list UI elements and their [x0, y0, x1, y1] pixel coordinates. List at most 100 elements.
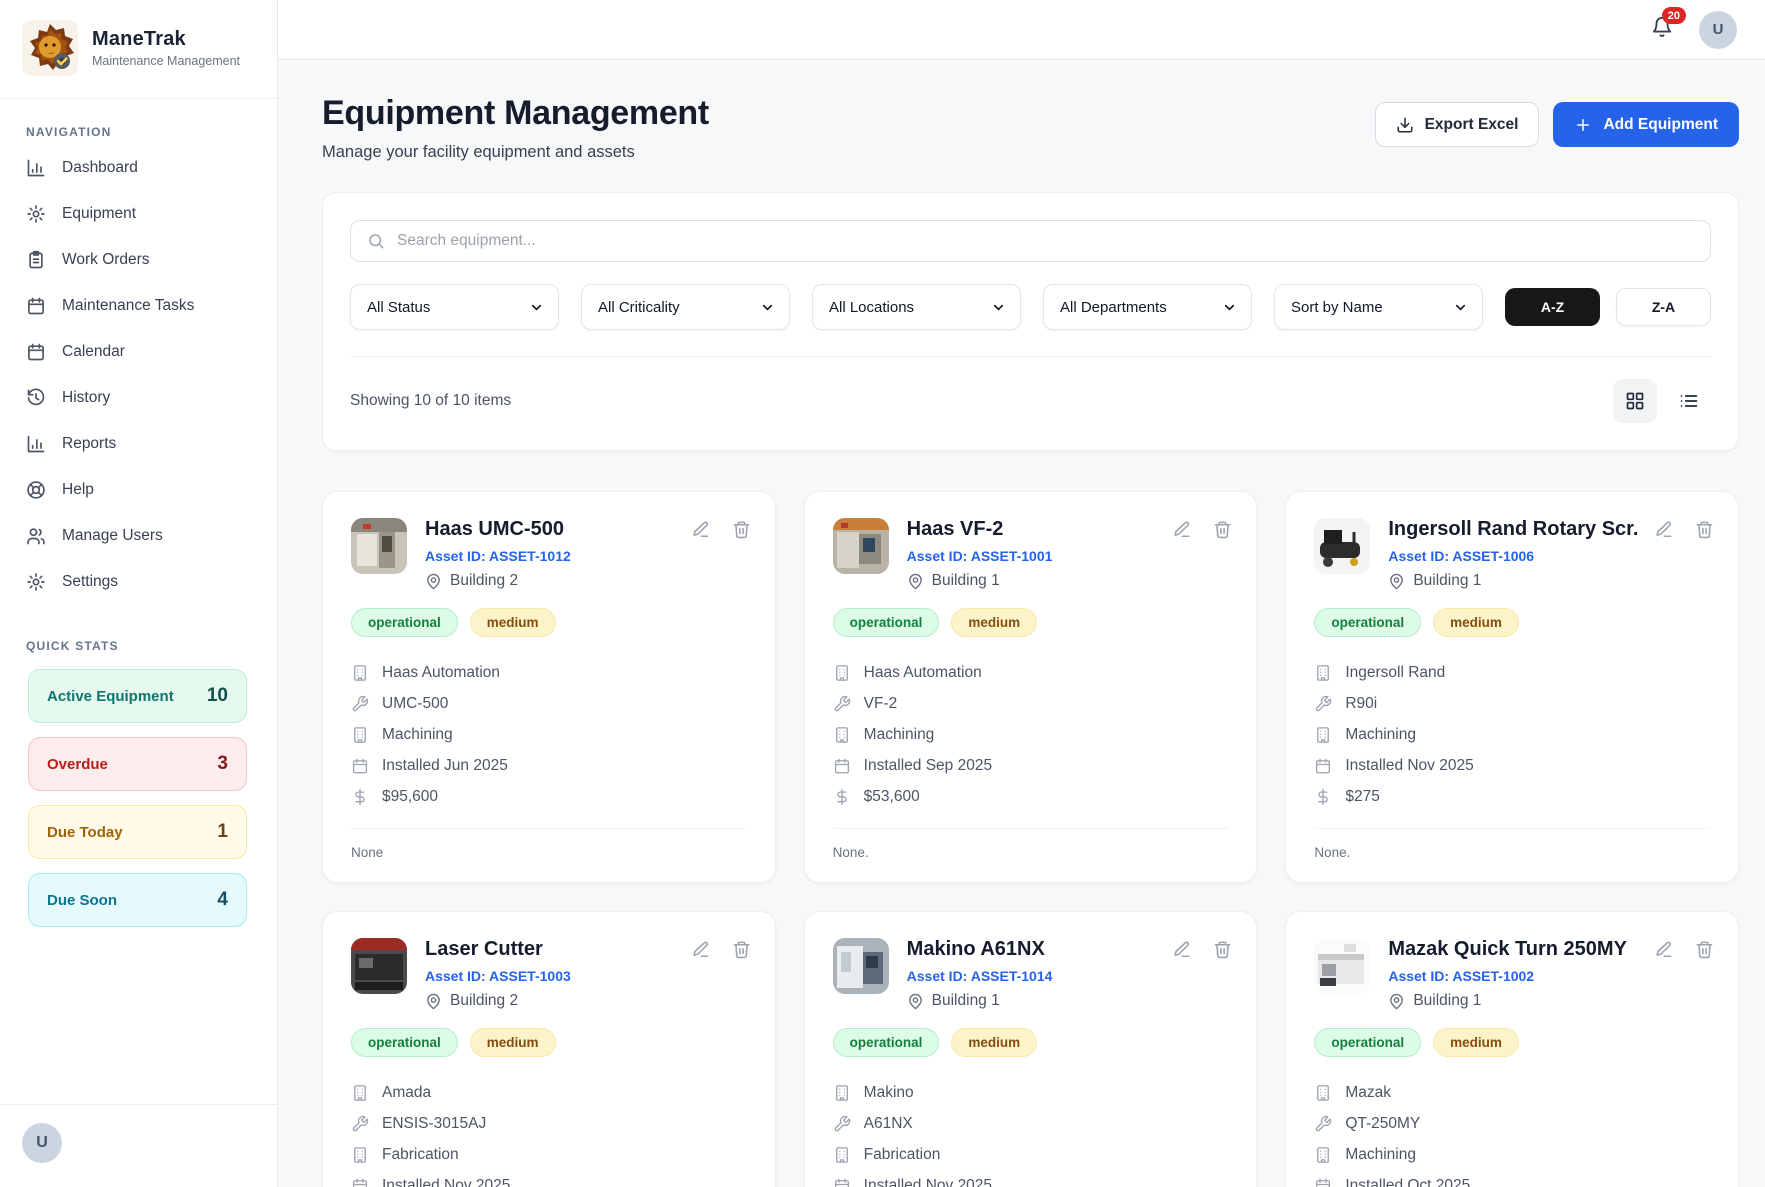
- sidebar-item-manage-users[interactable]: Manage Users: [0, 513, 277, 559]
- map-pin-icon: [1388, 993, 1405, 1010]
- model: ENSIS-3015AJ: [382, 1115, 486, 1133]
- pencil-icon: [691, 940, 710, 959]
- equipment-card: Haas UMC-500 Asset ID: ASSET-1012 Buildi…: [322, 491, 776, 883]
- user-avatar[interactable]: U: [1699, 11, 1737, 49]
- calendar-icon: [351, 1177, 369, 1187]
- edit-equipment-button[interactable]: [1172, 520, 1191, 542]
- criticality-filter-select[interactable]: All Criticality: [581, 284, 790, 330]
- building-icon: [351, 664, 369, 682]
- stat-label: Active Equipment: [47, 688, 174, 705]
- dollar-icon: [351, 788, 369, 806]
- sidebar-item-maintenance-tasks[interactable]: Maintenance Tasks: [0, 283, 277, 329]
- equipment-photo: [1314, 518, 1370, 574]
- edit-equipment-button[interactable]: [1654, 520, 1673, 542]
- status-badge: operational: [351, 608, 458, 637]
- equipment-card: Haas VF-2 Asset ID: ASSET-1001 Building …: [804, 491, 1258, 883]
- navigation-section-label: NAVIGATION: [0, 99, 277, 145]
- asset-id-link[interactable]: Asset ID: ASSET-1012: [425, 548, 571, 564]
- asset-id-link[interactable]: Asset ID: ASSET-1003: [425, 968, 571, 984]
- locations-filter-select[interactable]: All Locations: [812, 284, 1021, 330]
- building-icon: [1314, 1146, 1332, 1164]
- equipment-name: Laser Cutter: [425, 938, 571, 961]
- edit-equipment-button[interactable]: [1172, 940, 1191, 962]
- equipment-card: Makino A61NX Asset ID: ASSET-1014 Buildi…: [804, 911, 1258, 1187]
- brand: ManeTrak Maintenance Management: [0, 0, 277, 99]
- pencil-icon: [1654, 520, 1673, 539]
- sidebar-item-label: Reports: [62, 435, 116, 453]
- sidebar-item-settings[interactable]: Settings: [0, 559, 277, 605]
- equipment-name: Mazak Quick Turn 250MY: [1388, 938, 1627, 961]
- notifications-button[interactable]: 20: [1651, 16, 1673, 43]
- notes: None.: [833, 828, 1229, 860]
- delete-equipment-button[interactable]: [732, 940, 751, 962]
- delete-equipment-button[interactable]: [1695, 520, 1714, 542]
- department: Fabrication: [382, 1146, 459, 1164]
- criticality-badge: medium: [470, 608, 556, 637]
- edit-equipment-button[interactable]: [691, 940, 710, 962]
- trash-icon: [1695, 940, 1714, 959]
- sidebar-item-help[interactable]: Help: [0, 467, 277, 513]
- calendar-icon: [26, 296, 46, 316]
- export-excel-button[interactable]: Export Excel: [1375, 102, 1540, 147]
- edit-equipment-button[interactable]: [691, 520, 710, 542]
- delete-equipment-button[interactable]: [1213, 940, 1232, 962]
- criticality-filter-value: All Criticality: [598, 299, 680, 316]
- delete-equipment-button[interactable]: [1213, 520, 1232, 542]
- sidebar-item-reports[interactable]: Reports: [0, 421, 277, 467]
- user-avatar[interactable]: U: [22, 1123, 62, 1163]
- model: VF-2: [864, 695, 898, 713]
- grid-view-button[interactable]: [1613, 379, 1657, 423]
- asset-id-link[interactable]: Asset ID: ASSET-1014: [907, 968, 1053, 984]
- filter-panel: All Status All Criticality All Locations…: [322, 192, 1739, 451]
- manufacturer: Ingersoll Rand: [1345, 664, 1445, 682]
- installed-date: Installed Jun 2025: [382, 757, 508, 775]
- trash-icon: [1213, 520, 1232, 539]
- equipment-grid: Haas UMC-500 Asset ID: ASSET-1012 Buildi…: [322, 491, 1739, 1187]
- users-icon: [26, 526, 46, 546]
- dollar-icon: [1314, 788, 1332, 806]
- equipment-name: Haas VF-2: [907, 518, 1053, 541]
- sidebar-item-work-orders[interactable]: Work Orders: [0, 237, 277, 283]
- calendar-icon: [26, 342, 46, 362]
- sort-az-button[interactable]: A-Z: [1505, 288, 1600, 326]
- add-equipment-button[interactable]: Add Equipment: [1553, 102, 1739, 147]
- sidebar-item-label: History: [62, 389, 110, 407]
- status-badge: operational: [351, 1028, 458, 1057]
- equipment-name: Haas UMC-500: [425, 518, 571, 541]
- asset-id-link[interactable]: Asset ID: ASSET-1002: [1388, 968, 1627, 984]
- main-area: 20 U Equipment Management Manage your fa…: [278, 0, 1765, 1187]
- map-pin-icon: [907, 993, 924, 1010]
- map-pin-icon: [1388, 573, 1405, 590]
- building-icon: [351, 1146, 369, 1164]
- pencil-icon: [1172, 940, 1191, 959]
- installed-date: Installed Nov 2025: [864, 1177, 992, 1187]
- notes: None: [351, 828, 747, 860]
- asset-id-link[interactable]: Asset ID: ASSET-1001: [907, 548, 1053, 564]
- sidebar-item-dashboard[interactable]: Dashboard: [0, 145, 277, 191]
- status-filter-select[interactable]: All Status: [350, 284, 559, 330]
- asset-id-link[interactable]: Asset ID: ASSET-1006: [1388, 548, 1638, 564]
- sidebar-item-label: Calendar: [62, 343, 125, 361]
- building-icon: [833, 1146, 851, 1164]
- sidebar-item-label: Settings: [62, 573, 118, 591]
- sort-select[interactable]: Sort by Name: [1274, 284, 1483, 330]
- search-input[interactable]: [397, 232, 1694, 250]
- sidebar-item-equipment[interactable]: Equipment: [0, 191, 277, 237]
- grid-view-icon: [1625, 391, 1645, 411]
- sidebar-item-calendar[interactable]: Calendar: [0, 329, 277, 375]
- sort-za-button[interactable]: Z-A: [1616, 288, 1711, 326]
- trash-icon: [732, 520, 751, 539]
- sidebar-item-history[interactable]: History: [0, 375, 277, 421]
- status-badge: operational: [1314, 1028, 1421, 1057]
- departments-filter-select[interactable]: All Departments: [1043, 284, 1252, 330]
- equipment-location: Building 1: [1413, 992, 1481, 1010]
- sidebar-item-label: Help: [62, 481, 94, 499]
- building-icon: [351, 1084, 369, 1102]
- list-view-button[interactable]: [1667, 379, 1711, 423]
- notification-count-badge: 20: [1662, 7, 1686, 24]
- model: UMC-500: [382, 695, 448, 713]
- edit-equipment-button[interactable]: [1654, 940, 1673, 962]
- delete-equipment-button[interactable]: [1695, 940, 1714, 962]
- trash-icon: [1213, 940, 1232, 959]
- delete-equipment-button[interactable]: [732, 520, 751, 542]
